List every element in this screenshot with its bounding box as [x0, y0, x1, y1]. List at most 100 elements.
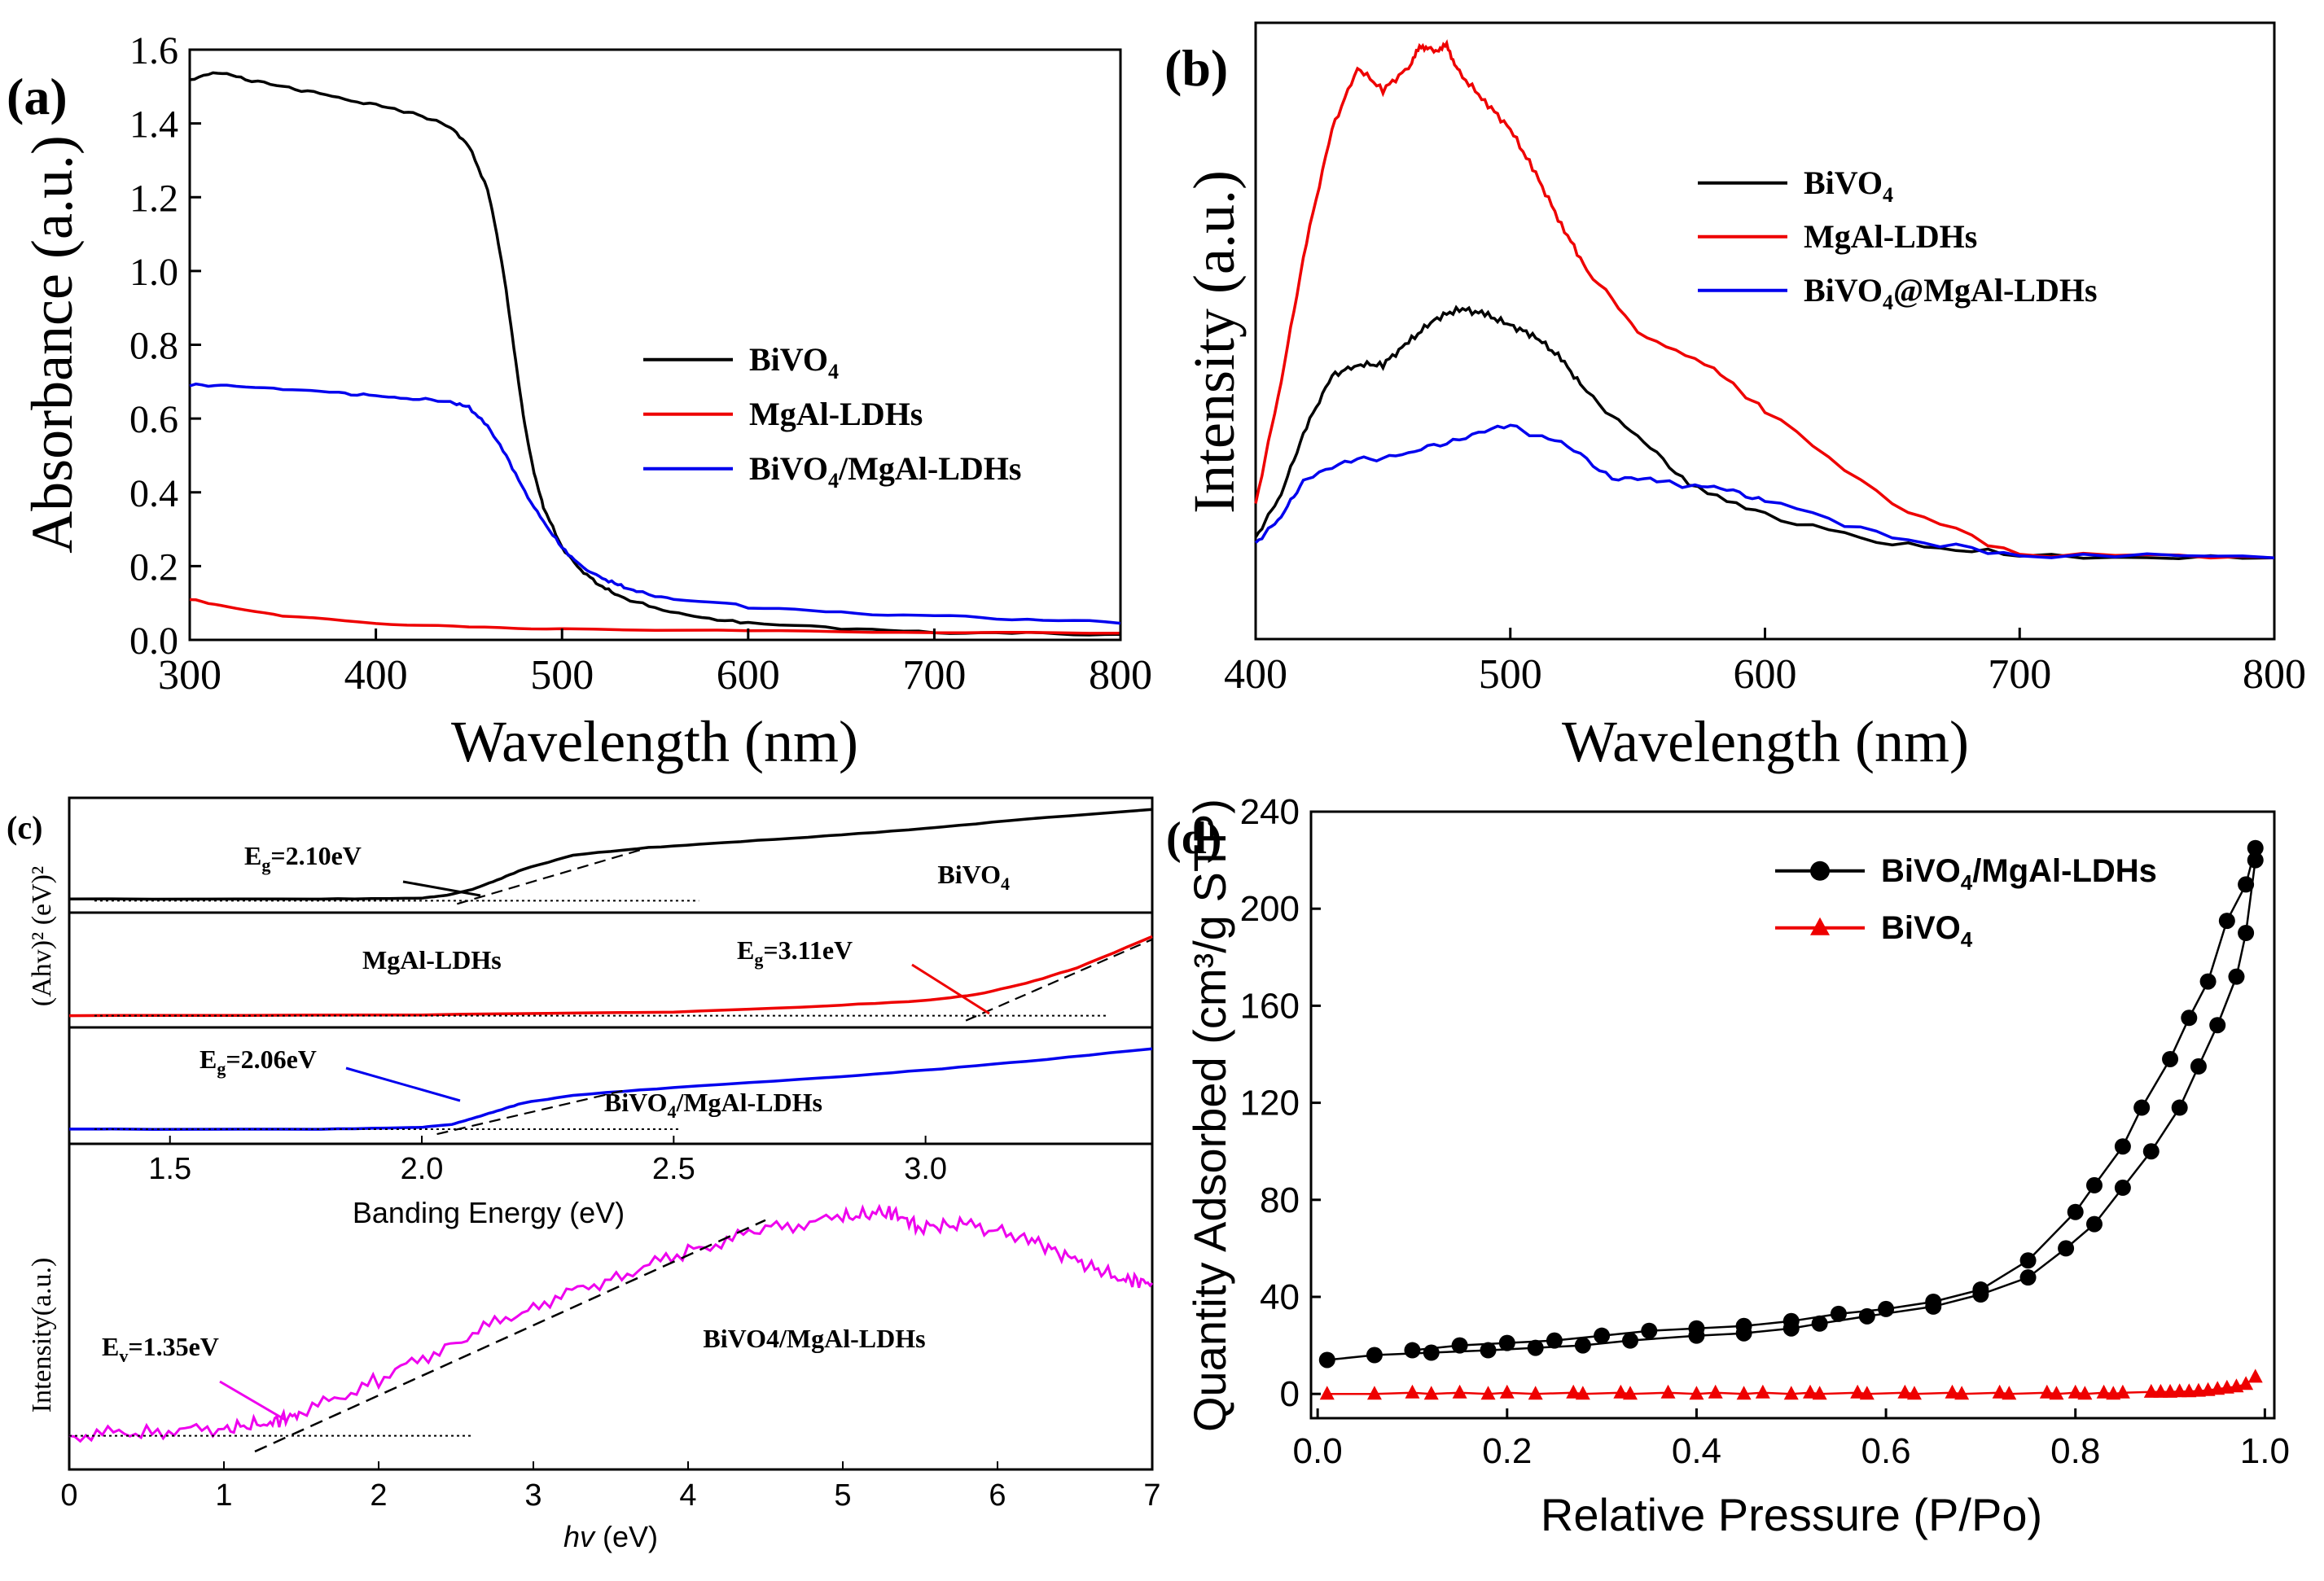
- data-point-triangle: [1319, 1386, 1335, 1400]
- panel-tag-c: (c): [7, 809, 42, 846]
- x-tick-label-c-bottom: 6: [989, 1478, 1006, 1513]
- ev-label: Ev=1.35eV: [102, 1332, 219, 1366]
- eg-label-E-0: E: [244, 841, 261, 870]
- plot-frame-b: [1254, 21, 2276, 641]
- data-point-triangle: [1423, 1386, 1439, 1400]
- eg-label-g-1: g: [754, 949, 763, 970]
- legend-a-0-label-sub: 4: [828, 360, 839, 383]
- legend-a-1-label-main: MgAl-LDHs: [749, 396, 923, 432]
- y-tick-label-d: 80: [1260, 1180, 1300, 1220]
- legend-d-1-label: BiVO4: [1881, 910, 1973, 952]
- data-point-triangle: [2238, 1376, 2254, 1390]
- data-point-circle: [1688, 1320, 1705, 1337]
- legend-d-0-label: BiVO4/MgAl-LDHs: [1881, 853, 2157, 895]
- legend-d-0-label-main: BiVO: [1881, 853, 1961, 889]
- ticks-group-a: 300 400 500 600 700 800 0.0 0.2 0.4 0.6 0.8 1.0 1.2 1…: [129, 29, 1152, 699]
- tangent-dashed-2: [436, 1088, 629, 1136]
- legend-b-2-label-rest: @MgAl-LDHs: [1893, 272, 2098, 309]
- series-line-a-2: [189, 382, 1121, 625]
- x-tick-label-c-bottom: 2: [370, 1478, 387, 1513]
- y-tick-label-d: 160: [1240, 986, 1300, 1026]
- eg-label-value-0: =2.10eV: [270, 841, 362, 870]
- data-point-circle: [1451, 1337, 1468, 1354]
- data-point-circle: [2171, 1099, 2188, 1116]
- data-point-circle: [2181, 1009, 2198, 1027]
- panel-tag-d: (d): [1166, 813, 1221, 864]
- legend-d-1-label-main: BiVO: [1881, 910, 1961, 946]
- legend-b-2-label-sub: 4: [1883, 291, 1893, 314]
- ticks-group-c: 1.5 2.0 2.5 3.0 0 1 2 3 4 5 6 7: [60, 1136, 1161, 1513]
- plot-frame-c-bottom: [68, 1142, 1154, 1471]
- x-tick-label-b: 800: [2243, 651, 2306, 698]
- eg-label-2: Eg=2.06eV: [200, 1045, 317, 1079]
- data-point-triangle: [2143, 1383, 2159, 1398]
- x-tick-label-a: 800: [1089, 652, 1152, 699]
- legend-d: BiVO4/MgAl-LDHs BiVO4: [1775, 853, 2157, 952]
- plot-frame-a: [188, 48, 1122, 642]
- eg-label-E-2: E: [200, 1045, 217, 1074]
- y-tick-label-d: 0: [1280, 1374, 1300, 1414]
- data-point-triangle: [1954, 1386, 1970, 1400]
- x-tick-label-c-bottom: 4: [679, 1478, 696, 1513]
- x-tick-label-b: 500: [1479, 651, 1542, 698]
- eg-label-g-2: g: [217, 1058, 226, 1079]
- data-point-circle: [1830, 1305, 1847, 1322]
- data-point-circle: [2228, 968, 2245, 985]
- data-point-circle: [1318, 1351, 1335, 1369]
- series-line-b-2: [1254, 423, 2275, 559]
- x-tick-label-a: 700: [902, 652, 966, 699]
- x-tick-label-d: 0.2: [1482, 1431, 1532, 1471]
- data-point-triangle: [2115, 1384, 2130, 1399]
- data-point-triangle: [2163, 1383, 2178, 1398]
- y-axis-label-a: Absorbance (a.u.): [20, 135, 85, 554]
- data-point-circle: [1782, 1312, 1800, 1329]
- data-point-triangle: [1452, 1384, 1467, 1399]
- data-point-triangle: [2172, 1383, 2187, 1398]
- y-tick-label-a: 0.2: [129, 545, 178, 589]
- ev-label-E: E: [102, 1332, 119, 1361]
- data-point-circle: [1622, 1332, 1639, 1349]
- x-tick-label-c-top: 1.5: [148, 1152, 191, 1186]
- data-point-triangle: [1859, 1386, 1875, 1400]
- series-group-a: [189, 71, 1121, 637]
- data-point-triangle: [1736, 1386, 1752, 1400]
- data-point-circle: [2019, 1252, 2037, 1269]
- data-point-circle: [1546, 1332, 1563, 1349]
- ticks-group-d: 0.0 0.2 0.4 0.6 0.8 1.0 0 40 80 120 160 200 240: [1240, 792, 2290, 1471]
- data-point-circle: [2218, 913, 2235, 930]
- data-point-circle: [2114, 1179, 2131, 1196]
- x-tick-label-a: 500: [530, 652, 594, 699]
- x-tick-label-d: 0.8: [2050, 1431, 2100, 1471]
- data-point-triangle: [2039, 1384, 2054, 1399]
- series-line-b-1: [1254, 39, 2275, 560]
- y-tick-label-d: 120: [1240, 1084, 1300, 1123]
- x-tick-label-c-bottom: 7: [1143, 1478, 1160, 1513]
- y-tick-label-a: 0.6: [129, 398, 178, 441]
- data-point-circle: [1594, 1327, 1611, 1344]
- legend-d-1-marker: [1810, 917, 1830, 935]
- x-tick-label-c-bottom: 0: [60, 1478, 77, 1513]
- isotherm-line-1: [1412, 847, 2256, 1351]
- data-point-triangle: [1850, 1384, 1866, 1399]
- data-point-circle: [1480, 1342, 1497, 1359]
- panel-tag-a: (a): [7, 68, 68, 125]
- sample-label-1: MgAl-LDHs: [362, 945, 502, 974]
- legend-d-0-label-rest: /MgAl-LDHs: [1972, 853, 2157, 889]
- data-point-triangle: [1812, 1386, 1827, 1400]
- legend-a-2-label-rest: /MgAl-LDHs: [838, 450, 1021, 487]
- isotherm-line-0: [1326, 860, 2256, 1361]
- data-point-triangle: [1366, 1386, 1382, 1400]
- data-point-circle: [2190, 1058, 2207, 1075]
- x-tick-label-c-top: 2.0: [401, 1152, 444, 1186]
- panel-b: 400 500 600 700 800 (b) Wavelength (nm) Inte…: [1164, 21, 2306, 774]
- data-point-triangle: [1613, 1384, 1629, 1399]
- x-tick-label-c-top: 3.0: [904, 1152, 947, 1186]
- data-point-circle: [2238, 925, 2255, 941]
- x-tick-label-d: 0.4: [1672, 1431, 1721, 1471]
- legend-d-0-marker: [1810, 861, 1830, 881]
- data-point-triangle: [2002, 1386, 2017, 1400]
- legend-b-1-label: MgAl-LDHs: [1804, 218, 1977, 255]
